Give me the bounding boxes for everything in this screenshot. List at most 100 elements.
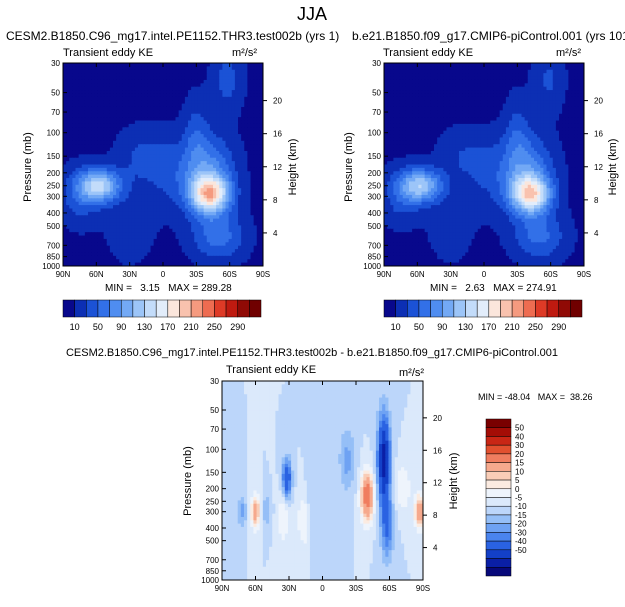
heatmap-cell — [182, 246, 186, 250]
heatmap-cell — [472, 90, 476, 94]
heatmap-cell — [138, 168, 142, 172]
heatmap-cell — [176, 100, 180, 104]
heatmap-cell — [213, 249, 217, 253]
heatmap-cell — [219, 252, 223, 256]
heatmap-cell — [197, 87, 201, 91]
heatmap-cell — [182, 117, 186, 121]
heatmap-cell — [97, 100, 101, 104]
heatmap-cell — [194, 202, 198, 206]
heatmap-cell — [235, 90, 239, 94]
heatmap-cell — [453, 114, 457, 118]
heatmap-cell — [437, 93, 441, 97]
heatmap-cell — [257, 198, 261, 202]
heatmap-cell — [172, 70, 176, 74]
heatmap-cell — [116, 212, 120, 216]
heatmap-cell — [91, 110, 95, 114]
heatmap-cell — [487, 107, 491, 111]
heatmap-cell — [244, 225, 248, 229]
heatmap-cell — [185, 195, 189, 199]
heatmap-cell — [79, 249, 83, 253]
heatmap-cell — [500, 77, 504, 81]
heatmap-cell — [238, 185, 242, 189]
heatmap-cell — [468, 110, 472, 114]
heatmap-cell — [91, 100, 95, 104]
heatmap-cell — [85, 117, 89, 121]
heatmap-cell — [122, 192, 126, 196]
heatmap-cell — [151, 195, 155, 199]
heatmap-cell — [534, 80, 538, 84]
heatmap-cell — [188, 168, 192, 172]
heatmap-cell — [194, 117, 198, 121]
heatmap-cell — [97, 208, 101, 212]
heatmap-cell — [440, 90, 444, 94]
heatmap-cell — [540, 114, 544, 118]
heatmap-cell — [443, 100, 447, 104]
heatmap-cell — [512, 100, 516, 104]
heatmap-cell — [244, 202, 248, 206]
heatmap-cell — [431, 97, 435, 101]
heatmap-cell — [119, 192, 123, 196]
heatmap-cell — [219, 117, 223, 121]
heatmap-cell — [182, 73, 186, 77]
heatmap-cell — [66, 249, 70, 253]
heatmap-cell — [91, 239, 95, 243]
heatmap-cell — [475, 83, 479, 87]
heatmap-cell — [122, 181, 126, 185]
heatmap-cell — [63, 77, 67, 81]
heatmap-cell — [144, 63, 148, 67]
heatmap-cell — [182, 236, 186, 240]
heatmap-cell — [197, 232, 201, 236]
heatmap-cell — [154, 83, 158, 87]
heatmap-cell — [194, 208, 198, 212]
heatmap-cell — [226, 242, 230, 246]
heatmap-cell — [229, 185, 233, 189]
heatmap-cell — [176, 252, 180, 256]
heatmap-cell — [222, 93, 226, 97]
colorbar-box — [145, 300, 157, 317]
heatmap-cell — [154, 151, 158, 155]
heatmap-cell — [88, 252, 92, 256]
heatmap-cell — [144, 144, 148, 148]
heatmap-cell — [163, 93, 167, 97]
heatmap-cell — [160, 90, 164, 94]
heatmap-cell — [232, 137, 236, 141]
heatmap-cell — [129, 225, 133, 229]
heatmap-cell — [197, 192, 201, 196]
heatmap-cell — [76, 114, 80, 118]
heatmap-cell — [387, 104, 391, 108]
heatmap-cell — [116, 215, 120, 219]
heatmap-cell — [116, 181, 120, 185]
heatmap-cell — [172, 83, 176, 87]
heatmap-cell — [188, 77, 192, 81]
heatmap-cell — [66, 148, 70, 152]
heatmap-cell — [122, 70, 126, 74]
heatmap-cell — [179, 104, 183, 108]
heatmap-cell — [244, 124, 248, 128]
heatmap-cell — [113, 252, 117, 256]
heatmap-cell — [101, 215, 105, 219]
heatmap-cell — [85, 171, 89, 175]
heatmap-cell — [518, 63, 522, 67]
heatmap-cell — [172, 121, 176, 125]
heatmap-cell — [166, 171, 170, 175]
heatmap-cell — [163, 158, 167, 162]
heatmap-cell — [154, 236, 158, 240]
heatmap-cell — [119, 246, 123, 250]
heatmap-cell — [393, 83, 397, 87]
heatmap-cell — [575, 97, 579, 101]
heatmap-cell — [210, 175, 214, 179]
heatmap-cell — [468, 97, 472, 101]
heatmap-cell — [191, 66, 195, 70]
heatmap-cell — [119, 151, 123, 155]
heatmap-cell — [534, 100, 538, 104]
heatmap-cell — [151, 70, 155, 74]
heatmap-cell — [550, 83, 554, 87]
heatmap-cell — [110, 97, 114, 101]
heatmap-cell — [232, 87, 236, 91]
heatmap-cell — [251, 90, 255, 94]
heatmap-cell — [129, 131, 133, 135]
heatmap-cell — [126, 181, 130, 185]
heatmap-cell — [141, 70, 145, 74]
heatmap-cell — [66, 100, 70, 104]
heatmap-cell — [72, 154, 76, 158]
